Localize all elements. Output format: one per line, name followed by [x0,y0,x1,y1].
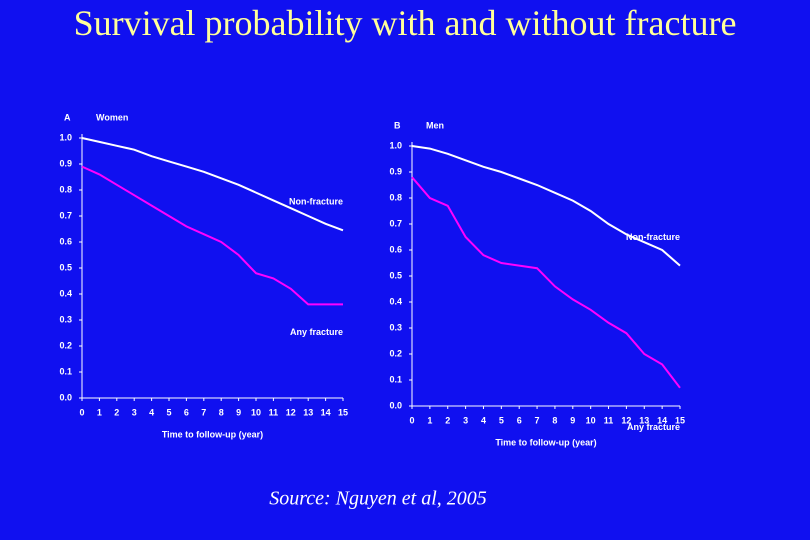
x-tick-label: 11 [604,415,614,425]
x-tick-label: 7 [535,415,540,425]
x-tick-label: 10 [586,415,596,425]
x-tick-label: 6 [517,415,522,425]
y-tick-label: 0.0 [59,392,72,402]
x-tick-label: 3 [132,407,137,417]
x-tick-label: 10 [251,407,261,417]
x-axis-label: Time to follow-up (year) [162,429,263,439]
x-tick-label: 13 [639,415,649,425]
x-tick-label: 12 [286,407,296,417]
y-tick-label: 0.5 [389,270,402,280]
x-tick-label: 9 [236,407,241,417]
y-tick-label: 0.7 [389,218,402,228]
x-tick-label: 6 [184,407,189,417]
y-tick-label: 0.3 [389,322,402,332]
x-tick-label: 0 [79,407,84,417]
y-tick-label: 0.0 [389,400,402,410]
x-tick-label: 0 [409,415,414,425]
panel-title: Men [426,120,444,130]
y-tick-label: 1.0 [59,132,72,142]
y-tick-label: 0.7 [59,210,72,220]
series-label: Non-fracture [289,197,343,207]
y-tick-label: 0.8 [389,192,402,202]
x-tick-label: 7 [201,407,206,417]
y-tick-label: 0.4 [389,296,402,306]
series-label: Any fracture [627,422,680,432]
x-tick-label: 13 [303,407,313,417]
y-tick-label: 0.1 [389,374,402,384]
x-tick-label: 11 [269,407,279,417]
y-tick-label: 1.0 [389,140,402,150]
y-tick-label: 0.3 [59,314,72,324]
x-tick-label: 4 [149,407,154,417]
x-tick-label: 8 [219,407,224,417]
title-box: Survival probability with and without fr… [73,3,737,43]
y-tick-label: 0.8 [59,184,72,194]
y-tick-label: 0.1 [59,366,72,376]
y-tick-label: 0.6 [59,236,72,246]
x-tick-label: 9 [570,415,575,425]
y-tick-label: 0.4 [59,288,72,298]
x-axis-label: Time to follow-up (year) [495,437,596,447]
x-tick-label: 14 [321,407,331,417]
survival-line [411,145,681,267]
survival-line [81,137,344,232]
charts: A Women 0.0 0.1 0.2 0.3 0.4 0.5 0.6 0.7 0.8 0.9 1.0 0… [59,112,685,447]
y-tick-label: 0.2 [59,340,72,350]
x-tick-label: 5 [499,415,504,425]
source: Source: Nguyen et al, 2005 [269,488,487,510]
x-tick-label: 2 [114,407,119,417]
x-tick-label: 3 [463,415,468,425]
survival-line [411,176,681,389]
x-tick-label: 4 [481,415,486,425]
y-tick-label: 0.6 [389,244,402,254]
x-tick-label: 12 [621,415,631,425]
panel-label: A [64,112,71,122]
x-tick-label: 2 [445,415,450,425]
x-tick-label: 8 [552,415,557,425]
x-tick-label: 1 [97,407,102,417]
y-tick-label: 0.5 [59,262,72,272]
y-tick-label: 0.9 [59,158,72,168]
survival-line [81,165,343,306]
x-tick-label: 5 [166,407,171,417]
series-label: Any fracture [290,327,343,337]
y-tick-label: 0.9 [389,166,402,176]
x-tick-label: 15 [675,415,685,425]
x-tick-label: 1 [427,415,432,425]
series-label: Non-fracture [626,232,680,242]
panel-title: Women [96,112,128,122]
x-tick-label: 14 [657,415,667,425]
panel-label: B [394,120,401,130]
slide-title: Survival probability with and without fr… [73,3,737,43]
x-tick-label: 15 [338,407,348,417]
y-tick-label: 0.2 [389,348,402,358]
